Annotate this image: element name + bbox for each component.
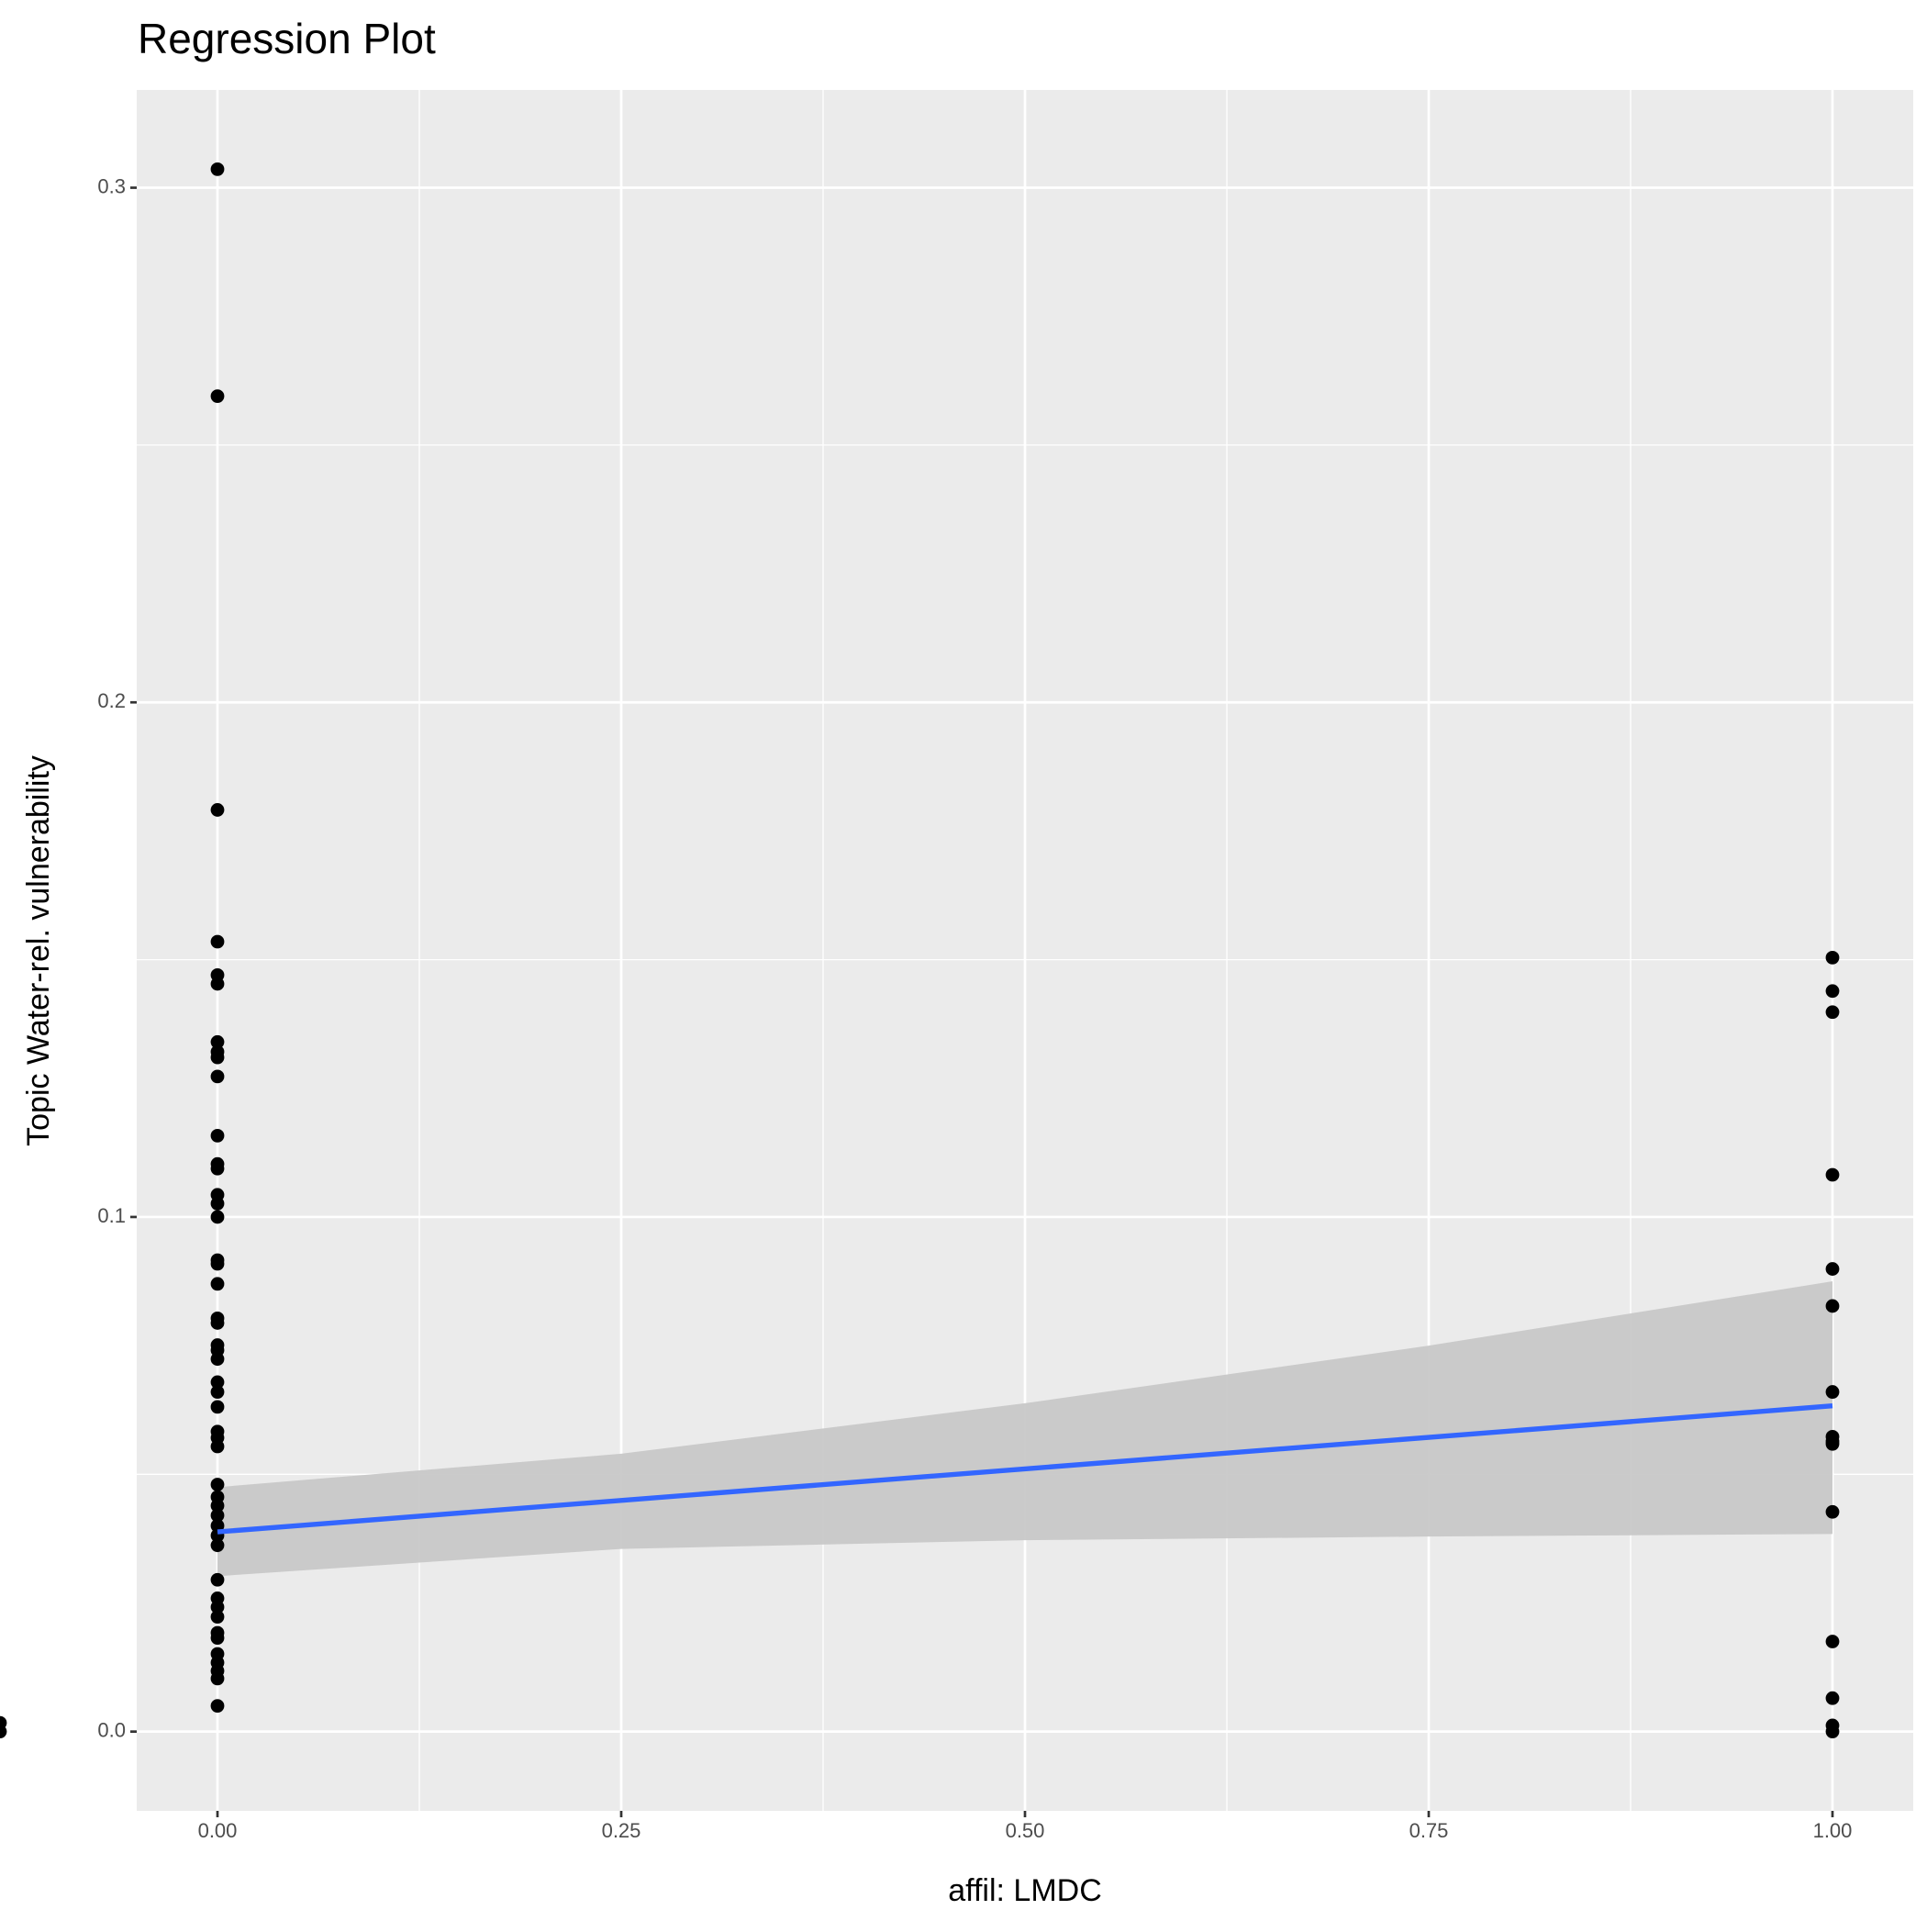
y-tick-label: 0.2 bbox=[97, 689, 126, 712]
data-point bbox=[210, 1161, 225, 1176]
data-point bbox=[210, 1385, 225, 1399]
axes: 0.00 0.25 0.50 0.75 1.00 0.0 0.1 0.2 0.3 bbox=[97, 174, 1852, 1841]
data-point bbox=[210, 1375, 225, 1390]
y-tick-label: 0.1 bbox=[97, 1204, 126, 1227]
data-point bbox=[210, 1069, 225, 1084]
data-point bbox=[1825, 1635, 1840, 1648]
data-point bbox=[210, 1439, 225, 1454]
data-point bbox=[1825, 984, 1840, 999]
data-point bbox=[210, 1256, 225, 1271]
data-point bbox=[1825, 1691, 1840, 1705]
chart-title: Regression Plot bbox=[138, 15, 436, 62]
data-point bbox=[210, 1600, 225, 1614]
y-tick-label: 0.0 bbox=[97, 1718, 126, 1741]
x-tick-label: 1.00 bbox=[1813, 1819, 1853, 1842]
data-point bbox=[210, 1572, 225, 1587]
data-point bbox=[210, 1478, 225, 1491]
x-tick-label: 0.25 bbox=[602, 1819, 641, 1842]
x-axis-title: affil: LMDC bbox=[948, 1873, 1102, 1908]
data-point bbox=[1825, 1262, 1840, 1276]
x-tick-label: 0.00 bbox=[198, 1819, 238, 1842]
data-point bbox=[210, 1508, 225, 1523]
data-point bbox=[210, 1196, 225, 1211]
data-point bbox=[210, 1699, 225, 1714]
y-tick-label: 0.3 bbox=[97, 174, 126, 197]
x-tick-label: 0.75 bbox=[1409, 1819, 1449, 1842]
data-point bbox=[210, 934, 225, 949]
data-point bbox=[210, 1352, 225, 1367]
data-point bbox=[210, 1631, 225, 1646]
data-point bbox=[210, 1034, 225, 1049]
data-point bbox=[210, 1316, 225, 1330]
data-point bbox=[1825, 1504, 1840, 1519]
data-point bbox=[210, 1050, 225, 1065]
data-point bbox=[1825, 1436, 1840, 1451]
marks bbox=[0, 162, 1840, 1739]
data-point bbox=[210, 1610, 225, 1625]
data-point bbox=[210, 1518, 225, 1533]
data-point bbox=[210, 1210, 225, 1224]
data-point bbox=[210, 977, 225, 991]
x-tick-label: 0.50 bbox=[1006, 1819, 1045, 1842]
data-point bbox=[1825, 950, 1840, 965]
data-point bbox=[1825, 1167, 1840, 1182]
data-point bbox=[1825, 1385, 1840, 1399]
regression-line bbox=[217, 1403, 1833, 1535]
data-point bbox=[1825, 1725, 1840, 1739]
data-point bbox=[210, 1128, 225, 1143]
data-point bbox=[210, 162, 225, 176]
data-point bbox=[210, 1671, 225, 1686]
data-point bbox=[210, 1538, 225, 1553]
data-point bbox=[210, 1499, 225, 1513]
data-point bbox=[0, 1725, 7, 1739]
data-point bbox=[210, 1277, 225, 1291]
data-point bbox=[210, 803, 225, 817]
y-axis-title: Topic Water-rel. vulnerability bbox=[21, 755, 56, 1146]
data-point bbox=[1825, 1005, 1840, 1020]
data-point bbox=[210, 1400, 225, 1414]
data-point bbox=[210, 389, 225, 404]
data-point bbox=[1825, 1299, 1840, 1313]
